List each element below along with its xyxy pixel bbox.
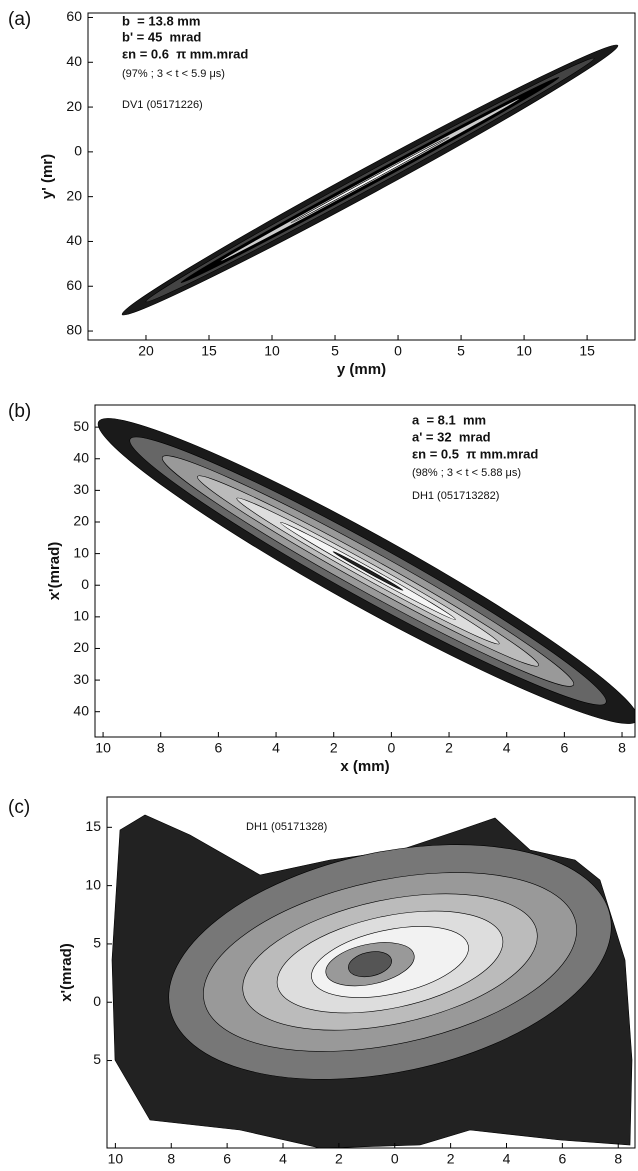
x-tick-label: 15 [201, 343, 217, 359]
plot-frame [87, 12, 636, 341]
y-tick-label: 20 [66, 187, 82, 203]
x-tick-label: 10 [108, 1151, 124, 1167]
y-tick-label: 30 [73, 671, 89, 687]
annotation: DH1 (051713282) [412, 490, 499, 502]
y-tick-label: 10 [73, 608, 89, 624]
annotation: b = 13.8 mm [122, 13, 200, 28]
x-tick-label: 15 [579, 343, 595, 359]
x-tick-label: 5 [331, 343, 339, 359]
annotation: b' = 45 mrad [122, 29, 201, 44]
y-tick-label: 80 [66, 322, 82, 338]
y-tick-label: 40 [66, 232, 82, 248]
y-tick-label: 50 [73, 418, 89, 434]
annotation: a' = 32 mrad [412, 429, 491, 444]
contour-a [121, 44, 619, 316]
annotation: a = 8.1 mm [412, 412, 486, 427]
y-tick-label: 20 [73, 513, 89, 529]
y-tick-label: 30 [73, 481, 89, 497]
x-tick-label: 10 [95, 740, 111, 756]
x-tick-label: 2 [447, 1151, 455, 1167]
y-axis-label: x'(mrad) [58, 943, 75, 1002]
x-axis-label: y (mm) [337, 361, 386, 378]
y-tick-label: 20 [73, 639, 89, 655]
y-tick-label: 0 [74, 143, 82, 159]
y-tick-label: 60 [66, 8, 82, 24]
annotation: (98% ; 3 < t < 5.88 μs) [412, 467, 521, 479]
x-tick-label: 8 [618, 740, 626, 756]
x-tick-label: 8 [614, 1151, 622, 1167]
x-tick-label: 4 [503, 740, 511, 756]
panel-label: (c) [8, 797, 30, 818]
plot-frame [94, 404, 636, 738]
y-tick-label: 40 [66, 53, 82, 69]
y-tick-label: 40 [73, 702, 89, 718]
annotation: DH1 (05171328) [246, 821, 327, 833]
x-tick-label: 2 [335, 1151, 343, 1167]
x-tick-label: 4 [503, 1151, 511, 1167]
x-tick-label: 4 [279, 1151, 287, 1167]
x-tick-label: 0 [387, 740, 395, 756]
contour-b [97, 418, 635, 724]
y-tick-label: 0 [81, 576, 89, 592]
annotation: DV1 (05171226) [122, 99, 203, 111]
x-tick-label: 0 [394, 343, 402, 359]
x-tick-label: 6 [223, 1151, 231, 1167]
x-tick-label: 20 [138, 343, 154, 359]
contour-c [111, 814, 633, 1148]
annotation: εn = 0.6 π mm.mrad [122, 46, 248, 61]
annotation: εn = 0.5 π mm.mrad [412, 446, 538, 461]
panel-label: (a) [8, 9, 31, 30]
x-tick-label: 0 [391, 1151, 399, 1167]
x-axis-label: x(mm) [348, 1169, 393, 1171]
x-tick-label: 6 [214, 740, 222, 756]
annotation: (97% ; 3 < t < 5.9 μs) [122, 68, 225, 80]
x-tick-label: 6 [558, 1151, 566, 1167]
y-axis-label: x'(mrad) [46, 542, 63, 601]
y-tick-label: 20 [66, 98, 82, 114]
y-tick-label: 10 [73, 544, 89, 560]
x-tick-label: 5 [457, 343, 465, 359]
x-tick-label: 8 [167, 1151, 175, 1167]
y-tick-label: 5 [93, 935, 101, 951]
panel-label: (b) [8, 401, 31, 422]
x-tick-label: 2 [330, 740, 338, 756]
x-tick-label: 6 [560, 740, 568, 756]
x-tick-label: 10 [516, 343, 532, 359]
x-tick-label: 4 [272, 740, 280, 756]
x-tick-label: 2 [445, 740, 453, 756]
plot-frame [106, 796, 636, 1149]
y-tick-label: 0 [93, 993, 101, 1009]
x-tick-label: 8 [157, 740, 165, 756]
y-tick-label: 40 [73, 449, 89, 465]
y-axis-label: y' (mr) [39, 154, 56, 199]
y-tick-label: 10 [85, 876, 101, 892]
x-axis-label: x (mm) [340, 758, 389, 775]
x-tick-label: 10 [264, 343, 280, 359]
y-tick-label: 15 [85, 818, 101, 834]
y-tick-label: 5 [93, 1051, 101, 1067]
y-tick-label: 60 [66, 277, 82, 293]
